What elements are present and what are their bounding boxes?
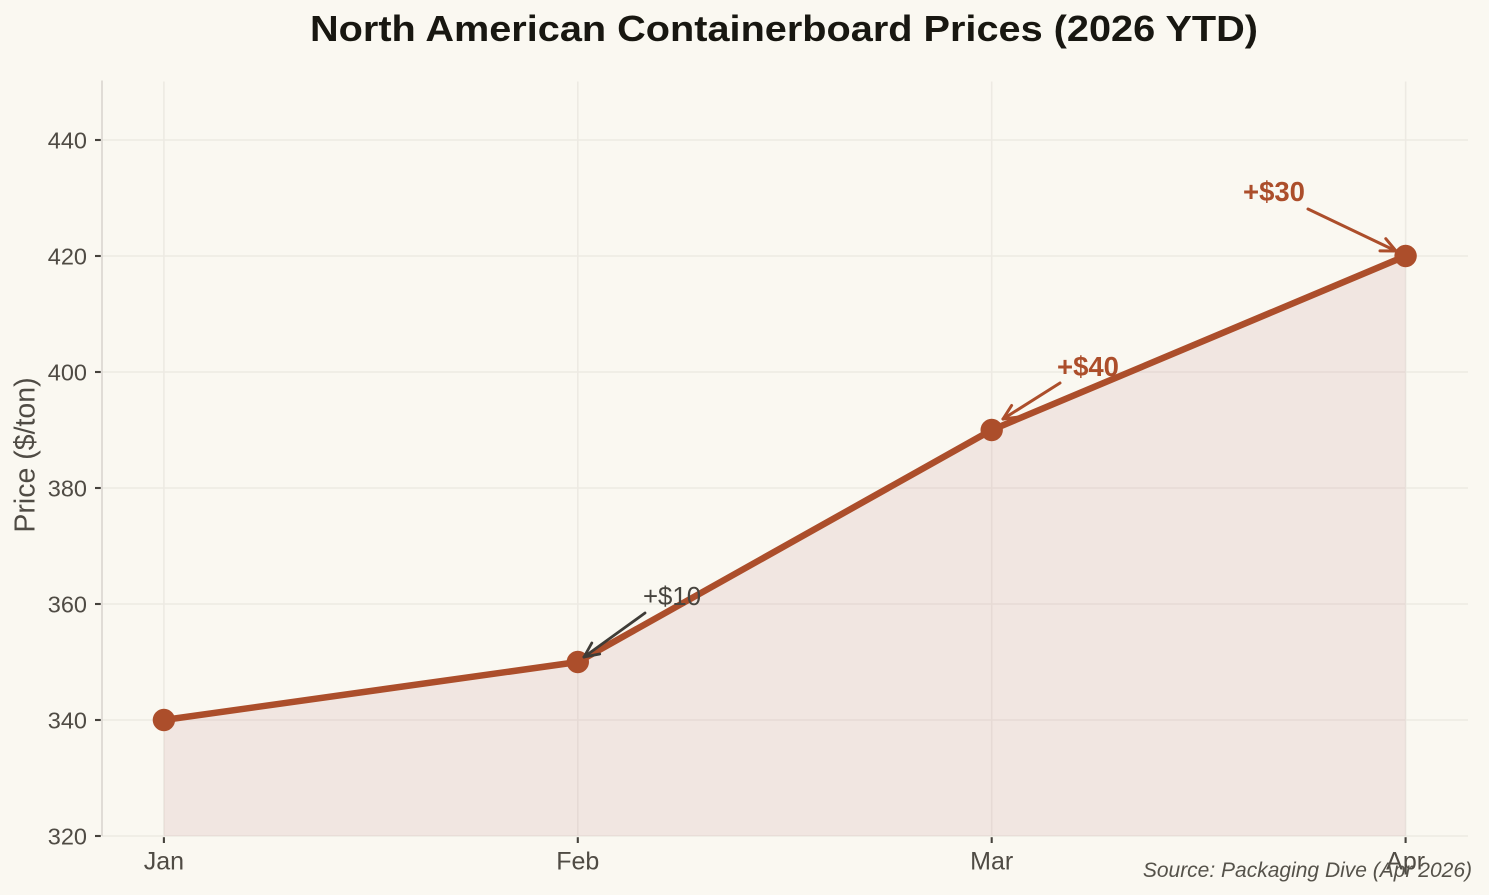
svg-text:320: 320 [48, 824, 87, 850]
svg-text:Source: Packaging Dive (Apr 20: Source: Packaging Dive (Apr 2026) [1143, 859, 1472, 882]
svg-text:440: 440 [48, 128, 87, 154]
svg-text:400: 400 [48, 360, 87, 386]
svg-text:Jan: Jan [144, 848, 184, 876]
svg-text:Apr: Apr [1386, 848, 1425, 876]
svg-text:Feb: Feb [556, 848, 599, 876]
svg-text:380: 380 [48, 476, 87, 502]
svg-text:420: 420 [48, 244, 87, 270]
svg-text:Mar: Mar [970, 848, 1013, 876]
svg-text:North American Containerboard: North American Containerboard Prices (20… [310, 8, 1258, 49]
svg-text:340: 340 [48, 708, 87, 734]
svg-text:+$30: +$30 [1243, 176, 1305, 207]
svg-text:+$10: +$10 [643, 583, 701, 611]
svg-text:Price ($/ton): Price ($/ton) [10, 377, 42, 532]
svg-text:+$40: +$40 [1057, 351, 1119, 382]
svg-text:360: 360 [48, 592, 87, 618]
